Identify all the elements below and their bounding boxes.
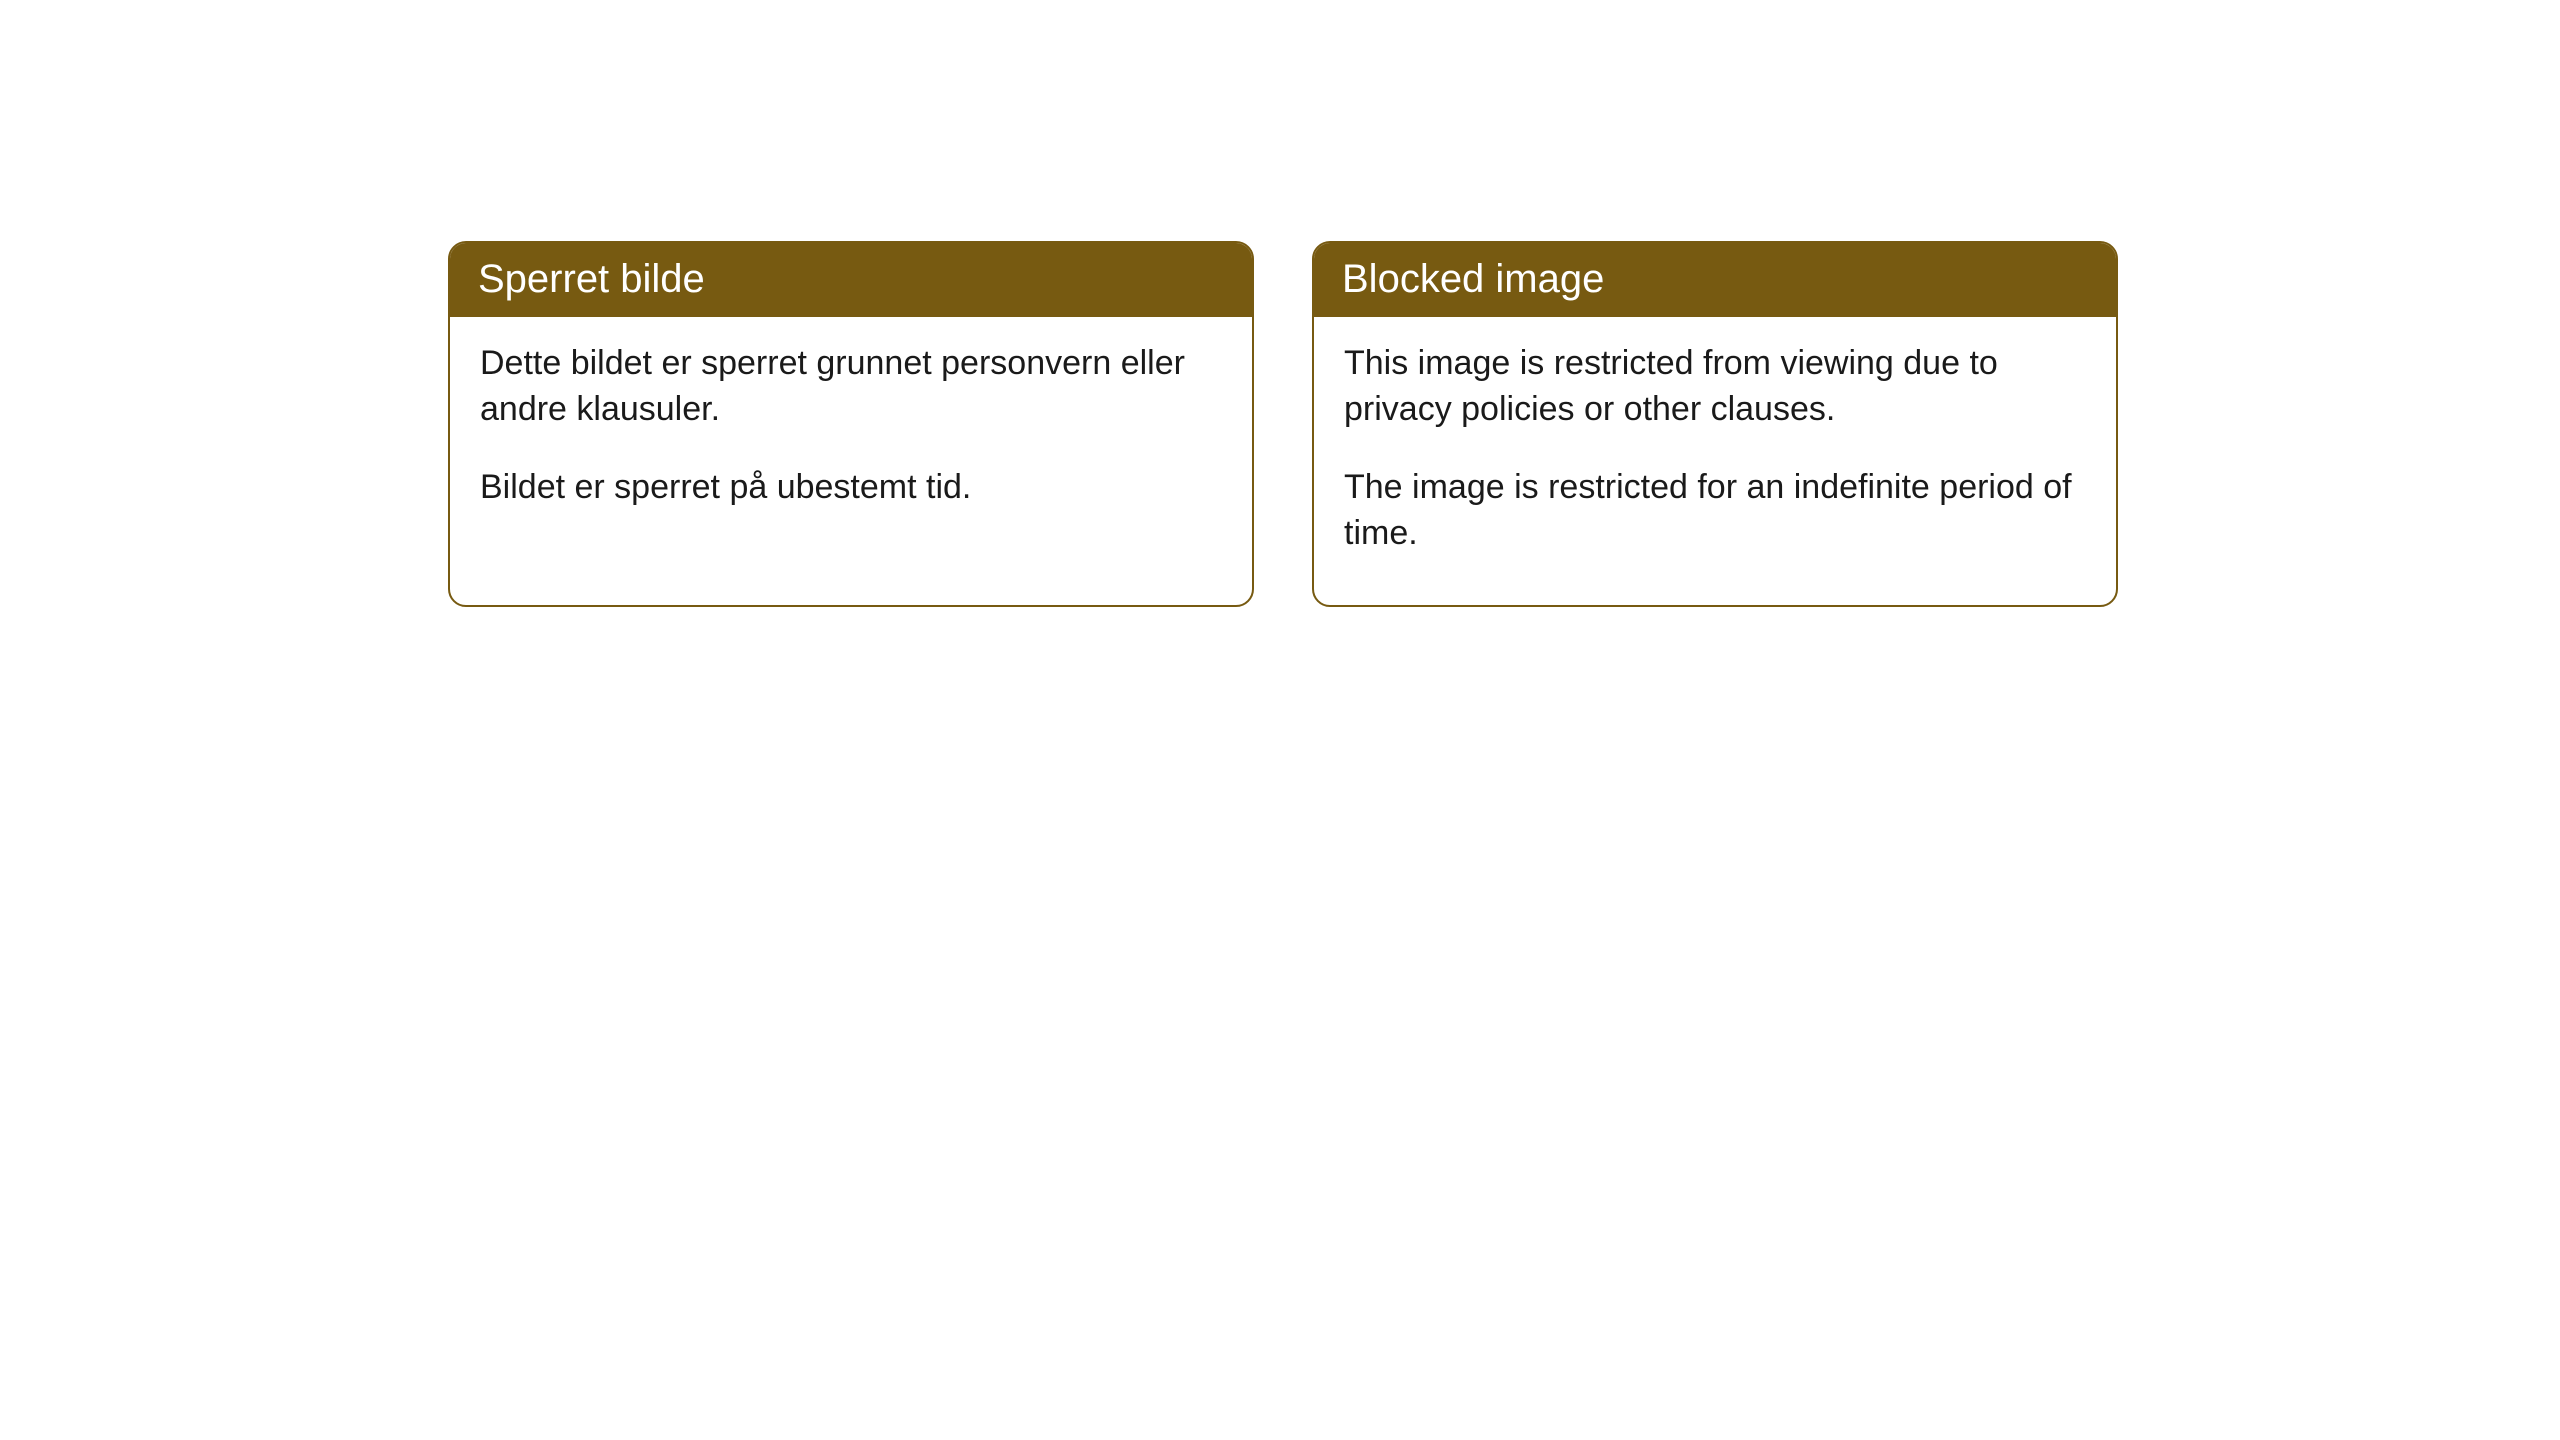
- card-body-english: This image is restricted from viewing du…: [1314, 317, 2116, 605]
- card-paragraph-2-english: The image is restricted for an indefinit…: [1344, 465, 2086, 557]
- card-english: Blocked image This image is restricted f…: [1312, 241, 2118, 607]
- card-header-norwegian: Sperret bilde: [450, 243, 1252, 317]
- card-norwegian: Sperret bilde Dette bildet er sperret gr…: [448, 241, 1254, 607]
- card-paragraph-1-english: This image is restricted from viewing du…: [1344, 341, 2086, 433]
- card-paragraph-1-norwegian: Dette bildet er sperret grunnet personve…: [480, 341, 1222, 433]
- card-header-english: Blocked image: [1314, 243, 2116, 317]
- cards-container: Sperret bilde Dette bildet er sperret gr…: [448, 241, 2118, 607]
- card-body-norwegian: Dette bildet er sperret grunnet personve…: [450, 317, 1252, 559]
- card-paragraph-2-norwegian: Bildet er sperret på ubestemt tid.: [480, 465, 1222, 511]
